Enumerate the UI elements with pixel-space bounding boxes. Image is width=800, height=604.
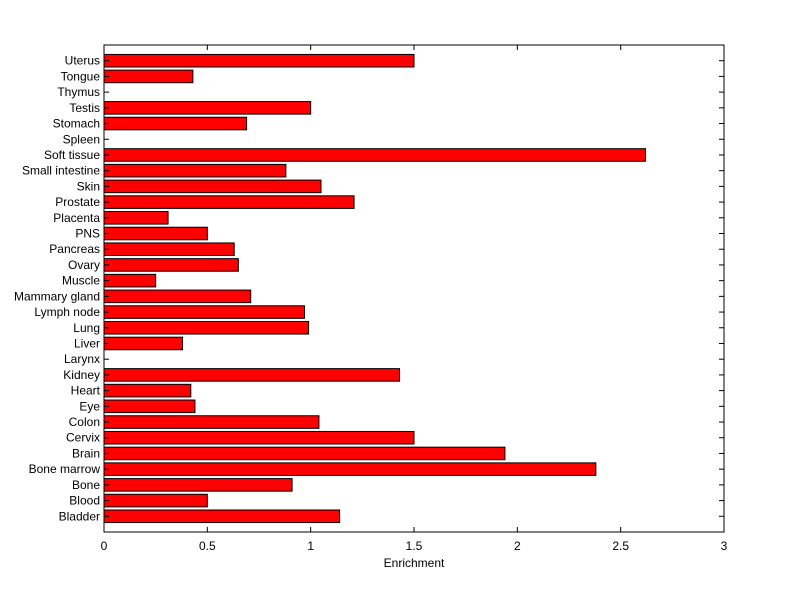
bars-layer xyxy=(103,53,646,524)
bar-testis xyxy=(103,101,312,115)
x-tick-labels: 0 0.5 1 1.5 2 2.5 3 xyxy=(101,539,728,553)
bar-stomach xyxy=(103,116,248,131)
bar-soft-tissue xyxy=(103,148,646,162)
y-tick-label: Heart xyxy=(71,384,101,398)
bar-skin xyxy=(103,179,322,194)
y-tick-label: Liver xyxy=(74,336,100,350)
y-tick-label: Kidney xyxy=(63,368,100,382)
bar-bone xyxy=(103,478,293,492)
bar-cervix xyxy=(103,430,415,445)
y-tick-label: PNS xyxy=(75,227,100,241)
y-tick-label: Eye xyxy=(79,399,100,413)
y-tick-label: Brain xyxy=(72,446,100,460)
bar-colon xyxy=(103,415,320,429)
bar-eye xyxy=(103,399,196,414)
x-tick-label: 0 xyxy=(101,539,108,553)
bar-pancreas xyxy=(103,242,235,257)
y-tick-label: Spleen xyxy=(63,132,100,146)
plot-area-frame xyxy=(103,44,725,533)
x-tick-label: 2 xyxy=(514,539,521,553)
bar-tongue xyxy=(103,69,194,84)
y-tick-label: Ovary xyxy=(68,258,100,272)
y-tick-label: Bone marrow xyxy=(29,462,101,476)
y-tick-label: Testis xyxy=(69,101,100,115)
bar-blood xyxy=(103,493,208,508)
y-tick-label: Pancreas xyxy=(49,242,100,256)
y-tick-label: Larynx xyxy=(64,352,100,366)
y-tick-label: Colon xyxy=(69,415,100,429)
bar-lymph-node xyxy=(103,305,305,319)
bar-prostate xyxy=(103,195,355,209)
y-tick-label: Bladder xyxy=(59,509,100,523)
bar-heart xyxy=(103,383,192,398)
y-tick-label: Blood xyxy=(69,494,100,508)
y-tick-label: Skin xyxy=(77,179,100,193)
bar-bladder xyxy=(103,509,341,524)
x-tick-label: 2.5 xyxy=(612,539,629,553)
y-tick-label: Prostate xyxy=(55,195,100,209)
x-tick-label: 3 xyxy=(721,539,728,553)
x-tick-label: 0.5 xyxy=(199,539,216,553)
bar-kidney xyxy=(103,368,401,382)
y-tick-label: Lung xyxy=(73,321,100,335)
bar-ovary xyxy=(103,258,239,272)
bar-bone-marrow xyxy=(103,462,597,476)
bar-mammary-gland xyxy=(103,289,252,304)
y-tick-label: Muscle xyxy=(62,274,100,288)
y-tick-label: Cervix xyxy=(66,431,100,445)
x-tick-label: 1 xyxy=(307,539,314,553)
y-tick-label: Uterus xyxy=(65,54,100,68)
y-tick-label: Lymph node xyxy=(34,305,100,319)
y-tick-label: Thymus xyxy=(57,85,100,99)
y-tick-label: Mammary gland xyxy=(14,289,100,303)
y-tick-label: Placenta xyxy=(53,211,100,225)
bar-muscle xyxy=(103,273,157,288)
bar-liver xyxy=(103,336,184,351)
y-tick-label: Stomach xyxy=(53,117,100,131)
bar-lung xyxy=(103,320,310,335)
x-axis-label: Enrichment xyxy=(384,556,445,570)
y-tick-label: Tongue xyxy=(61,69,101,83)
bar-brain xyxy=(103,446,506,461)
bar-small-intestine xyxy=(103,163,287,178)
y-tick-label: Bone xyxy=(72,478,100,492)
y-tick-label: Small intestine xyxy=(22,164,100,178)
bar-pns xyxy=(103,226,208,241)
bar-placenta xyxy=(103,211,169,225)
bar-uterus xyxy=(103,53,415,68)
x-tick-label: 1.5 xyxy=(406,539,423,553)
y-tick-label: Soft tissue xyxy=(44,148,100,162)
